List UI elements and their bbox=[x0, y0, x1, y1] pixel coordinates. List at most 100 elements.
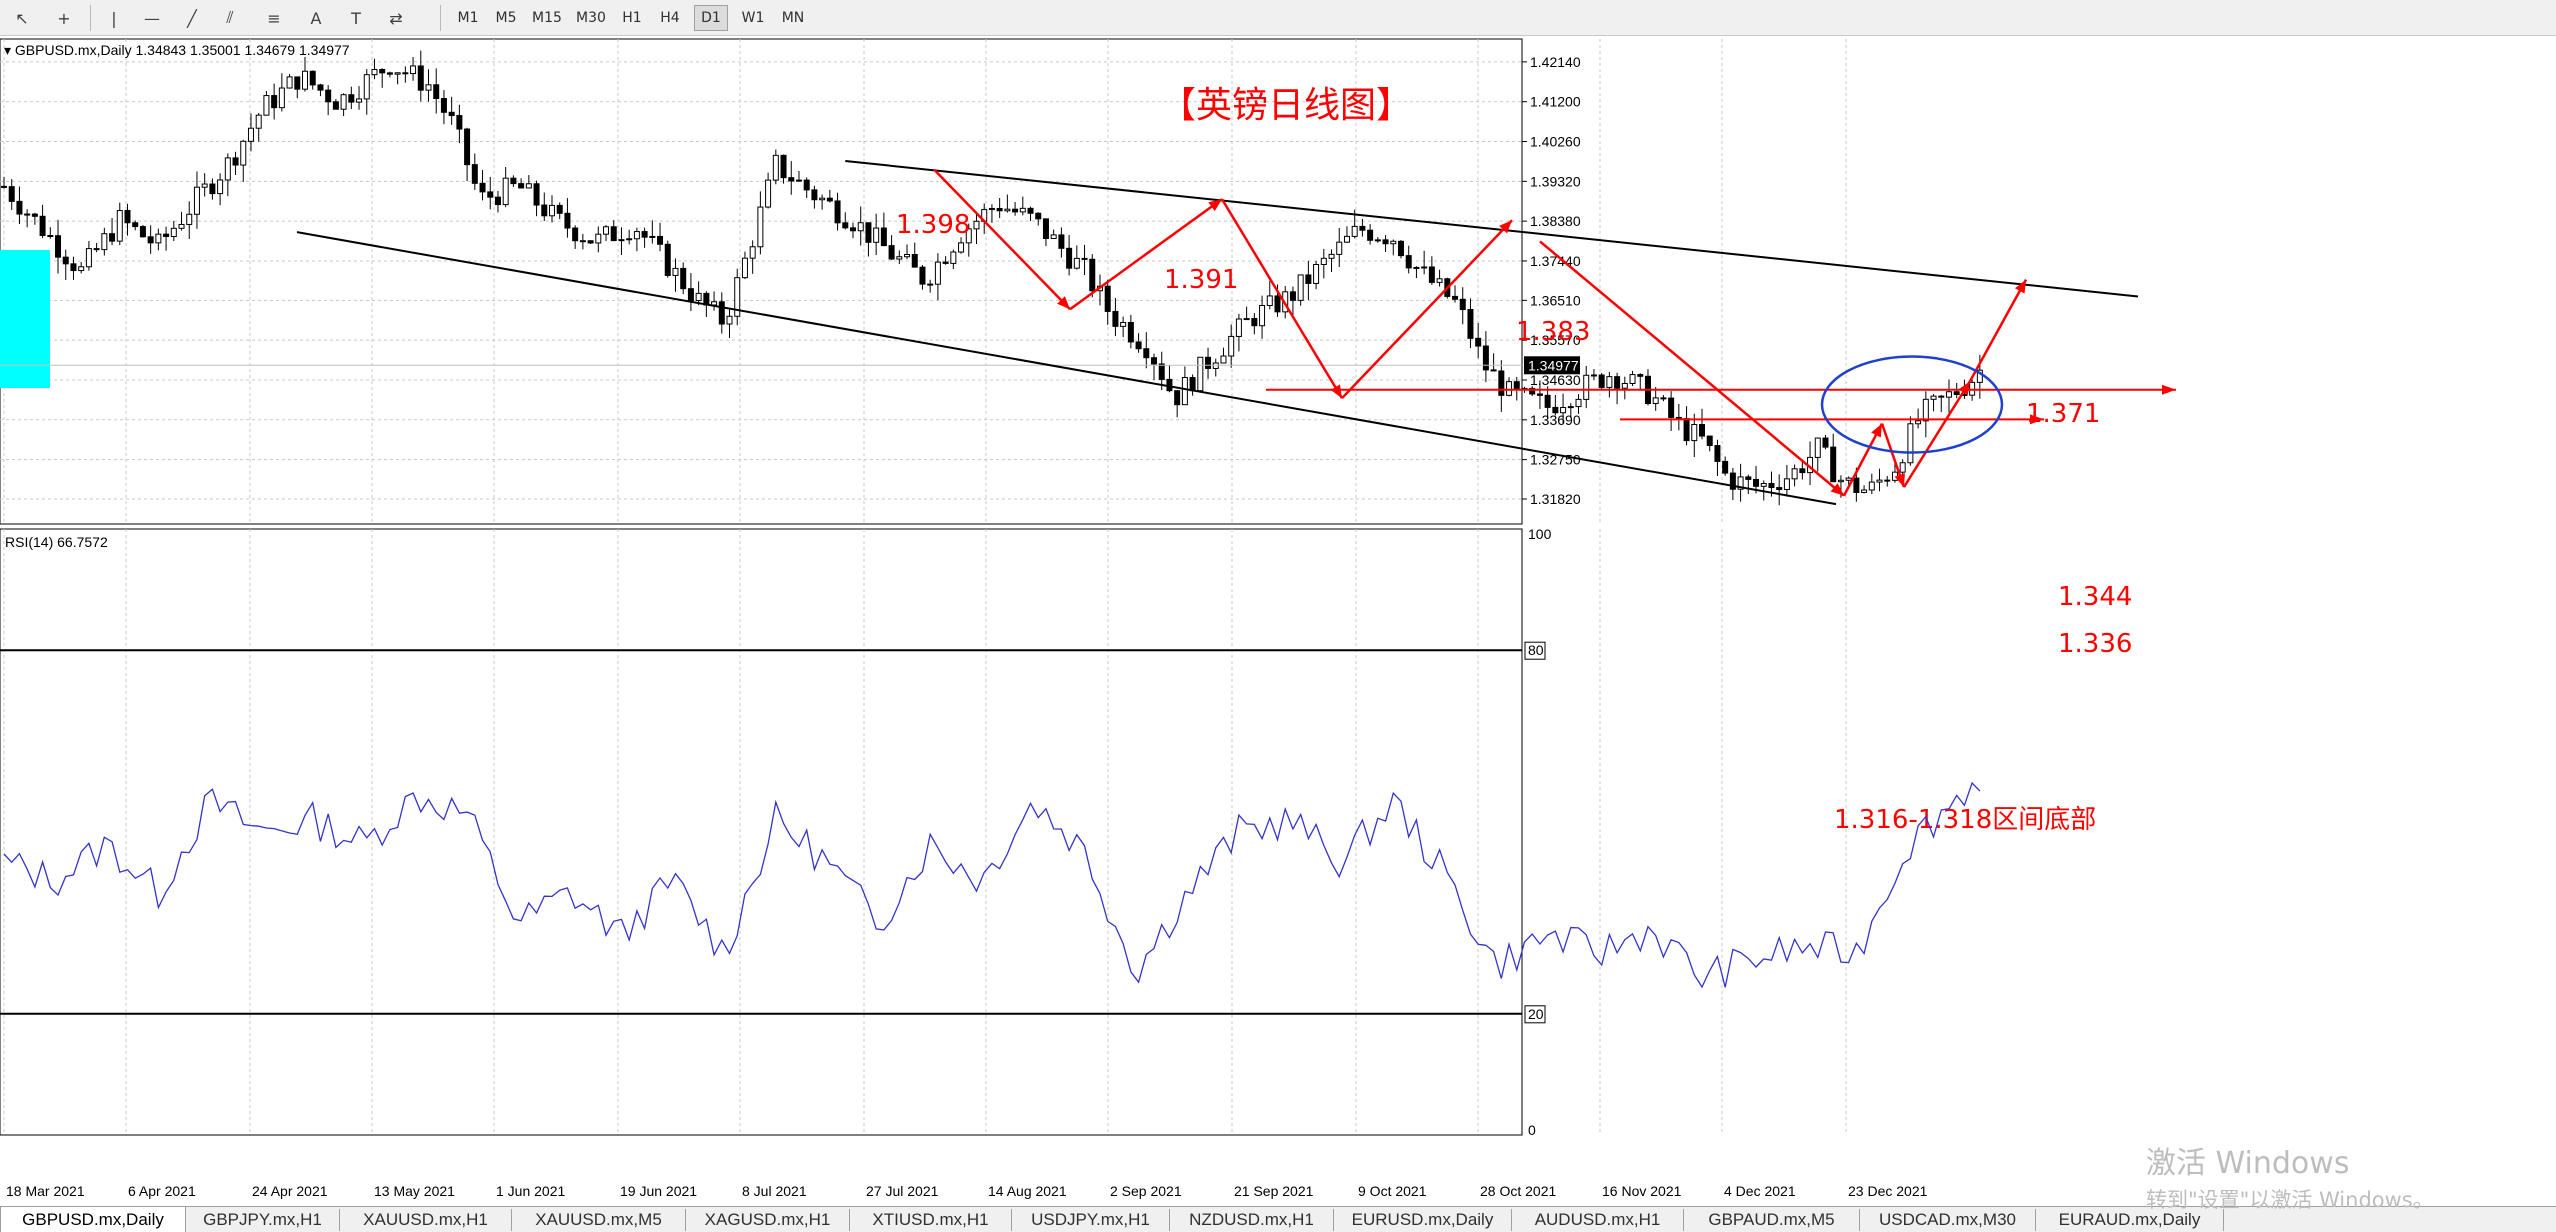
crosshair-icon[interactable]: + bbox=[57, 8, 71, 28]
symbol-tab-xauusd-mx-h1[interactable]: XAUUSD.mx,H1 bbox=[340, 1209, 512, 1231]
candle-body bbox=[1830, 446, 1837, 483]
candle-body bbox=[834, 200, 841, 224]
target-label-1371: 1.371 bbox=[2026, 399, 2100, 429]
arrows-shapes-icon[interactable]: ⇄ bbox=[389, 8, 403, 28]
symbol-tab-nzdusd-mx-h1[interactable]: NZDUSD.mx,H1 bbox=[1170, 1209, 1334, 1231]
equidistant-channel-icon[interactable]: ⫽ bbox=[226, 8, 234, 27]
text-icon[interactable]: A bbox=[310, 8, 322, 28]
candle-body bbox=[1938, 395, 1945, 398]
candle-body bbox=[1, 185, 7, 188]
pattern-arrow-line bbox=[1220, 198, 1344, 399]
rsi-level-label: 0 bbox=[1528, 1122, 1536, 1138]
candle-body bbox=[1753, 478, 1760, 487]
timeframe-m30-button[interactable]: M30 bbox=[576, 10, 606, 26]
candle-body bbox=[772, 154, 779, 181]
text-label-icon[interactable]: T bbox=[351, 8, 361, 28]
x-tick-label: 6 Apr 2021 bbox=[128, 1183, 196, 1199]
candle-body bbox=[687, 288, 694, 302]
candle-body bbox=[494, 196, 501, 206]
candle-body bbox=[942, 261, 949, 264]
candle-body bbox=[24, 213, 31, 216]
timeframe-h4-button[interactable]: H4 bbox=[660, 10, 680, 26]
resistance-arrow-head bbox=[2030, 414, 2044, 425]
candle-body bbox=[1120, 321, 1127, 327]
candle-body bbox=[1799, 468, 1806, 474]
symbol-tab-xagusd-mx-h1[interactable]: XAGUSD.mx,H1 bbox=[686, 1209, 850, 1231]
candle-body bbox=[741, 257, 748, 279]
candle-body bbox=[1459, 298, 1466, 311]
timeframe-d1-button[interactable]: D1 bbox=[694, 5, 728, 31]
x-tick-label: 9 Oct 2021 bbox=[1358, 1183, 1427, 1199]
candle-body bbox=[1421, 266, 1428, 269]
vertical-line-icon[interactable]: | bbox=[111, 8, 117, 28]
candle-body bbox=[1228, 335, 1235, 357]
symbol-tab-usdjpy-mx-h1[interactable]: USDJPY.mx,H1 bbox=[1012, 1209, 1170, 1231]
symbol-tab-xtiusd-mx-h1[interactable]: XTIUSD.mx,H1 bbox=[850, 1209, 1012, 1231]
candle-body bbox=[1235, 318, 1242, 337]
candle-body bbox=[1482, 345, 1489, 371]
cursor-icon[interactable]: ↖ bbox=[15, 8, 29, 28]
trendline-icon[interactable]: ╱ bbox=[187, 8, 197, 28]
candles bbox=[1, 50, 1983, 506]
candle-body bbox=[302, 70, 309, 90]
symbol-tab-gbpjpy-mx-h1[interactable]: GBPJPY.mx,H1 bbox=[186, 1209, 340, 1231]
symbol-tab-eurusd-mx-daily[interactable]: EURUSD.mx,Daily bbox=[1334, 1209, 1512, 1231]
candle-body bbox=[317, 84, 324, 91]
candle-body bbox=[788, 177, 795, 182]
candle-body bbox=[988, 207, 995, 211]
symbol-tab-euraud-mx-daily[interactable]: EURAUD.mx,Daily bbox=[2036, 1209, 2224, 1231]
candle-body bbox=[263, 95, 270, 116]
candle-body bbox=[201, 183, 208, 188]
candle-body bbox=[1243, 318, 1250, 321]
timeframe-h1-button[interactable]: H1 bbox=[622, 10, 642, 26]
horizontal-line-icon[interactable]: — bbox=[144, 8, 160, 28]
timeframe-m15-button[interactable]: M15 bbox=[532, 10, 562, 26]
candle-body bbox=[641, 231, 648, 238]
fibonacci-icon[interactable]: ≡ bbox=[267, 8, 281, 28]
symbol-tab-audusd-mx-h1[interactable]: AUDUSD.mx,H1 bbox=[1512, 1209, 1684, 1231]
rsi-level-label: 100 bbox=[1528, 526, 1552, 542]
candle-body bbox=[1621, 382, 1628, 389]
support-zone-label: 1.316-1.318区间底部 bbox=[1834, 805, 2096, 835]
symbol-tab-gbpusd-mx-daily[interactable]: GBPUSD.mx,Daily bbox=[0, 1207, 186, 1232]
candle-body bbox=[1251, 318, 1258, 327]
candle-body bbox=[1575, 398, 1582, 408]
candle-body bbox=[1745, 476, 1752, 480]
timeframe-m5-button[interactable]: M5 bbox=[495, 10, 517, 26]
candle-body bbox=[1320, 257, 1327, 266]
candle-body bbox=[1861, 489, 1868, 493]
candle-body bbox=[664, 243, 671, 276]
candle-body bbox=[1637, 374, 1644, 377]
candle-body bbox=[934, 261, 941, 285]
candle-body bbox=[1259, 304, 1266, 327]
candle-body bbox=[1135, 341, 1142, 350]
timeframe-w1-button[interactable]: W1 bbox=[741, 10, 765, 26]
candle-body bbox=[1737, 476, 1744, 490]
symbol-tab-usdcad-mx-m30[interactable]: USDCAD.mx,M30 bbox=[1860, 1209, 2036, 1231]
candle-body bbox=[464, 128, 471, 166]
candle-body bbox=[433, 84, 440, 100]
candle-body bbox=[163, 233, 170, 237]
price-chart[interactable]: 18 Mar 2021 6 Apr 2021 24 Apr 2021 13 May 2… bbox=[0, 37, 2556, 1206]
candle-body bbox=[286, 76, 293, 89]
candle-body bbox=[502, 177, 509, 206]
candle-body bbox=[278, 87, 285, 109]
candle-body bbox=[1498, 370, 1505, 396]
timeframe-m1-button[interactable]: M1 bbox=[457, 10, 479, 26]
candle-body bbox=[572, 227, 579, 242]
symbol-tab-xauusd-mx-m5[interactable]: XAUUSD.mx,M5 bbox=[512, 1209, 686, 1231]
candle-body bbox=[247, 127, 254, 142]
candle-body bbox=[1976, 369, 1983, 383]
candle-body bbox=[1058, 234, 1065, 249]
candle-body bbox=[1598, 374, 1605, 388]
candle-body bbox=[1181, 377, 1188, 406]
current-price-tag bbox=[1524, 356, 1580, 375]
candle-body bbox=[880, 227, 887, 247]
candle-body bbox=[888, 245, 895, 260]
symbol-tab-gbpaud-mx-m5[interactable]: GBPAUD.mx,M5 bbox=[1684, 1209, 1860, 1231]
pattern-arrow-head bbox=[1057, 296, 1070, 310]
candle-body bbox=[927, 283, 934, 286]
toolbar-separator bbox=[90, 5, 91, 31]
y-tick-label: 1.35570 bbox=[1530, 332, 1581, 348]
timeframe-mn-button[interactable]: MN bbox=[781, 10, 805, 26]
